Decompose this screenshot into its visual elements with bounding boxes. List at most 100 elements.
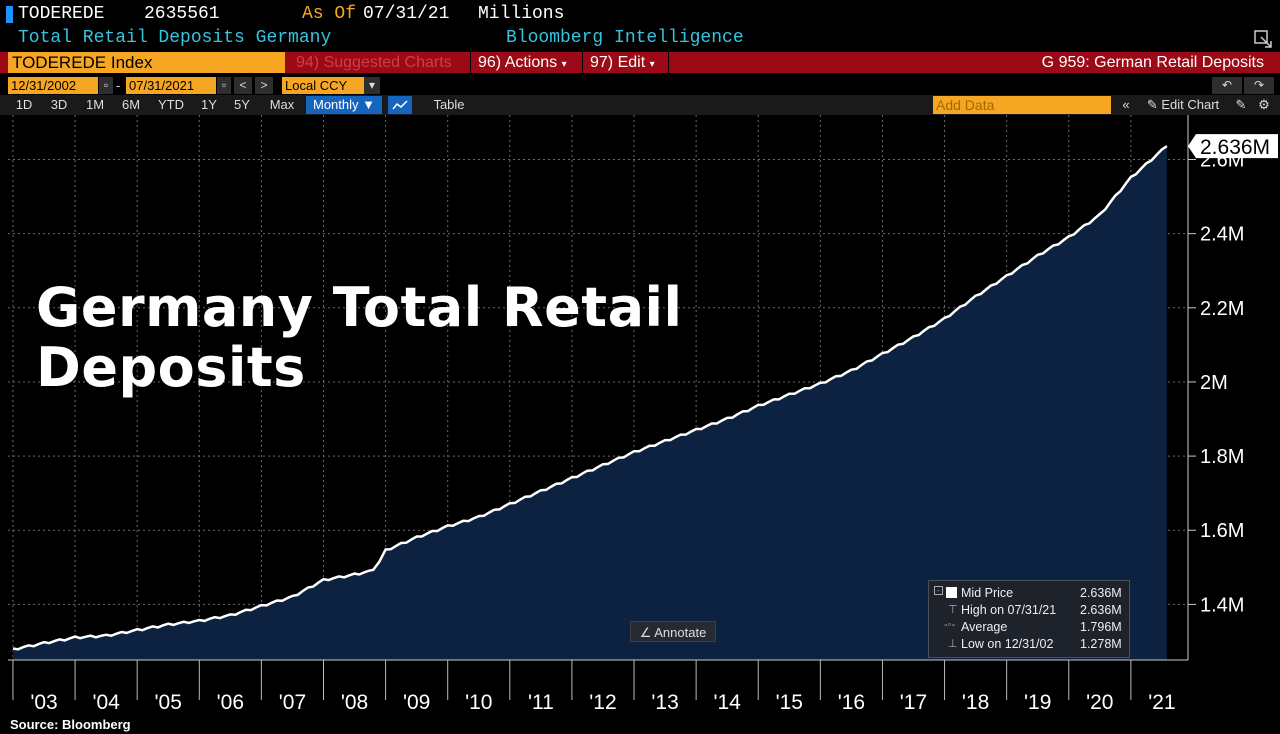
x-tick-label: '10 [465, 691, 492, 714]
legend-mid-label[interactable]: Mid Price [961, 586, 1014, 600]
x-tick-label: '04 [92, 691, 120, 714]
annotate-button[interactable]: ∠ Annotate [630, 621, 716, 642]
gear-icon[interactable]: ⚙ [1258, 97, 1270, 112]
end-date-field[interactable]: 07/31/2021 [126, 77, 216, 94]
area-fill [13, 146, 1167, 661]
x-tick-label: '18 [962, 691, 989, 714]
timeframe-3d[interactable]: 3D [50, 97, 68, 112]
edit-chart-button[interactable]: ✎ Edit Chart [1140, 96, 1226, 114]
y-tick-label: 1.8M [1200, 446, 1244, 468]
x-tick-label: '08 [341, 691, 368, 714]
x-tick-label: '19 [1024, 691, 1051, 714]
edit-button[interactable]: 97) Edit ▾ [590, 52, 655, 73]
timeframe-1y[interactable]: 1Y [201, 97, 217, 112]
axes [8, 115, 1189, 661]
y-tick-label: 1.6M [1200, 520, 1244, 542]
toolbar [0, 52, 1280, 73]
last-value-tag: 2.636M [1188, 134, 1278, 159]
last-value: 2635561 [144, 4, 220, 24]
x-tick-label: '21 [1148, 691, 1175, 714]
series-line[interactable] [12, 145, 1168, 651]
as-of-date: 07/31/21 [363, 4, 450, 24]
chevron-down-icon[interactable]: ▾ [364, 77, 380, 94]
start-date-field[interactable]: 12/31/2002 [8, 77, 98, 94]
grid-vertical [12, 115, 1132, 660]
y-tick-label: 2.4M [1200, 224, 1244, 246]
pencil-icon: ∠ [639, 625, 652, 640]
last-value-label: 2.636M [1200, 136, 1270, 159]
collapse-legend-icon[interactable]: - [934, 586, 943, 595]
divider [582, 52, 583, 73]
timeframe-5y[interactable]: 5Y [234, 97, 250, 112]
annotate-label: Annotate [654, 625, 707, 640]
y-tick-label: 1.4M [1200, 594, 1244, 616]
x-tick-label: '17 [900, 691, 927, 714]
divider [668, 52, 669, 73]
redo-icon[interactable]: ↷ [1244, 77, 1274, 94]
legend-average-label[interactable]: Average [961, 620, 1008, 634]
date-separator: - [116, 78, 121, 93]
chart-title: Germany Total Retail Deposits [36, 278, 683, 398]
source-note: Source: Bloomberg [10, 717, 131, 732]
pencil-icon: ✎ [1146, 97, 1158, 112]
line-chart-icon[interactable] [388, 96, 412, 114]
timeframe-1m[interactable]: 1M [85, 97, 105, 112]
x-tick-label: '16 [838, 691, 865, 714]
legend-low-label[interactable]: Low on 12/31/02 [961, 637, 1054, 651]
chevron-down-icon: ▾ [649, 59, 655, 70]
suggested-charts-button[interactable]: 94) Suggested Charts [296, 54, 452, 71]
legend-high-label[interactable]: High on 07/31/21 [961, 603, 1057, 617]
y-tick-label: 2.2M [1200, 298, 1244, 320]
mid-price-swatch [946, 587, 957, 598]
source-label[interactable]: Bloomberg Intelligence [506, 28, 744, 48]
timeframe-6m[interactable]: 6M [121, 97, 141, 112]
description: Total Retail Deposits Germany [18, 28, 332, 48]
chevron-down-icon: ▾ [561, 59, 567, 70]
table-button[interactable]: Table [433, 97, 465, 112]
edit-settings-icon[interactable]: ✎ [1235, 97, 1247, 112]
x-tick-label: '11 [528, 691, 554, 714]
ticker-flag [6, 6, 13, 23]
x-tick-label: '15 [776, 691, 803, 714]
collapse-icon[interactable]: « [1122, 97, 1130, 112]
units: Millions [478, 4, 565, 24]
page-title: G 959: German Retail Deposits [1041, 54, 1264, 71]
ticker[interactable]: TODEREDE [18, 4, 105, 24]
edit-chart-label: Edit Chart [1161, 97, 1220, 112]
frequency-label: Monthly [312, 97, 359, 112]
frequency-select[interactable]: Monthly ▼ [306, 96, 382, 114]
undo-icon[interactable]: ↶ [1212, 77, 1242, 94]
timeframe-ytd[interactable]: YTD [158, 97, 184, 112]
legend-low-value: 1.278M [1080, 637, 1122, 651]
high-marker-icon: ⊤ [948, 604, 958, 616]
popout-icon[interactable] [1252, 28, 1274, 50]
actions-label: 96) Actions [478, 54, 558, 71]
timeframe-1d[interactable]: 1D [15, 97, 33, 112]
calendar-icon[interactable]: ▫ [99, 77, 113, 94]
edit-label: 97) Edit [590, 54, 646, 71]
chevron-down-icon: ▼ [362, 97, 376, 112]
actions-button[interactable]: 96) Actions ▾ [478, 52, 567, 73]
average-marker-icon: -◦- [944, 619, 956, 631]
x-tick-label: '13 [651, 691, 678, 714]
calendar-icon[interactable]: ▫ [217, 77, 231, 94]
legend-mid-value: 2.636M [1080, 586, 1122, 600]
legend: - Mid Price 2.636M ⊤ High on 07/31/21 2.… [928, 580, 1130, 658]
legend-average-value: 1.796M [1080, 620, 1122, 634]
index-field[interactable]: TODEREDE Index [8, 52, 285, 73]
currency-select[interactable]: Local CCY [282, 77, 364, 94]
next-period-button[interactable]: > [255, 77, 273, 94]
legend-high-value: 2.636M [1080, 603, 1122, 617]
x-tick-label: '14 [713, 691, 741, 714]
timeframe-max[interactable]: Max [269, 97, 295, 112]
x-tick-label: '07 [279, 691, 306, 714]
x-tick-label: '06 [217, 691, 244, 714]
last-value-box [1188, 134, 1278, 159]
chart-title-line2: Deposits [36, 336, 306, 399]
x-tick-label: '03 [30, 691, 57, 714]
prev-period-button[interactable]: < [234, 77, 252, 94]
as-of-label: As Of [302, 4, 357, 24]
add-data-input[interactable]: Add Data [933, 96, 1111, 114]
